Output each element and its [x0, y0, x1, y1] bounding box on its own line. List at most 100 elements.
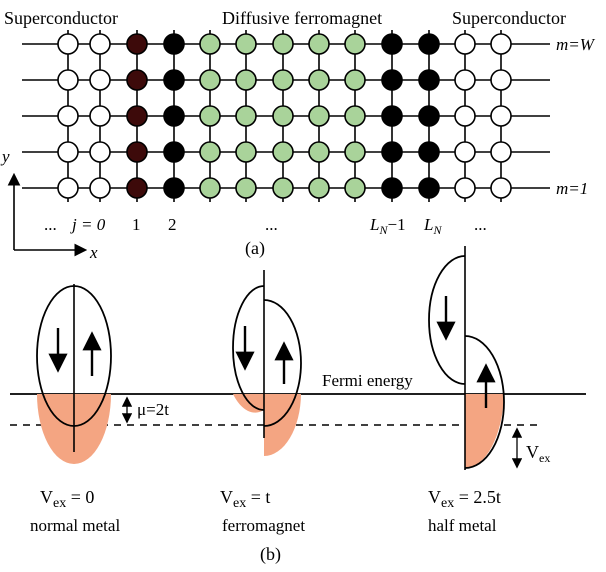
interface-site: [419, 34, 439, 54]
ferromagnet-site: [309, 34, 329, 54]
interface-site: [127, 106, 147, 126]
ferromagnet-site: [309, 142, 329, 162]
header-diffusive-ferromagnet: Diffusive ferromagnet: [222, 8, 382, 28]
x-axis-label: x: [89, 243, 98, 262]
ferromagnet-site: [200, 34, 220, 54]
superconductor-site: [455, 34, 475, 54]
mu-label: μ=2t: [137, 400, 169, 419]
interface-site: [382, 106, 402, 126]
superconductor-site: [58, 106, 78, 126]
caption-normal-metal: normal metal: [30, 516, 120, 535]
superconductor-site: [491, 106, 511, 126]
superconductor-site: [58, 70, 78, 90]
interface-site: [382, 142, 402, 162]
ferromagnet-site: [200, 106, 220, 126]
panel-label-b: (b): [260, 544, 281, 565]
column-labels: ... j = 0 1 2 ... LN−1 LN ...: [44, 215, 487, 237]
interface-site: [164, 70, 184, 90]
ferromagnet-site: [236, 106, 256, 126]
row-label-bottom: m=1: [556, 179, 588, 198]
band-normal-metal: [37, 284, 111, 464]
header-superconductor-right: Superconductor: [452, 8, 566, 28]
ferromagnet-site: [200, 142, 220, 162]
superconductor-site: [58, 178, 78, 198]
column-label-ln-minus-1: LN−1: [369, 215, 406, 237]
interface-site: [382, 178, 402, 198]
band-ferromagnet: [233, 270, 301, 456]
ferromagnet-site: [273, 142, 293, 162]
column-label-1: 1: [132, 215, 141, 234]
interface-site: [419, 178, 439, 198]
vex-label-normal-metal: Vex = 0: [40, 487, 94, 511]
ferromagnet-site: [309, 70, 329, 90]
column-label-2: 2: [168, 215, 177, 234]
superconductor-site: [90, 178, 110, 198]
ferromagnet-site: [345, 178, 365, 198]
superconductor-site: [90, 142, 110, 162]
band-half-metal: [429, 246, 504, 470]
column-label-right-dots: ...: [474, 215, 487, 234]
superconductor-site: [455, 70, 475, 90]
interface-site: [127, 142, 147, 162]
column-label-j0: j = 0: [70, 215, 106, 234]
ferromagnet-site: [273, 106, 293, 126]
ferromagnet-site: [236, 70, 256, 90]
column-label-ln: LN: [423, 215, 442, 237]
ferromagnet-site: [273, 70, 293, 90]
ferromagnet-site: [236, 178, 256, 198]
mu-annotation: μ=2t: [127, 399, 169, 421]
superconductor-site: [58, 142, 78, 162]
superconductor-site: [491, 142, 511, 162]
superconductor-site: [455, 178, 475, 198]
ferromagnet-site: [345, 142, 365, 162]
ferromagnet-site: [345, 34, 365, 54]
interface-site: [164, 178, 184, 198]
vex-label-half-metal: Vex = 2.5t: [428, 487, 501, 511]
ferromagnet-site: [236, 34, 256, 54]
filled-region-half-metal: [465, 394, 504, 468]
superconductor-site: [58, 34, 78, 54]
ferromagnet-site: [345, 106, 365, 126]
interface-site: [419, 70, 439, 90]
superconductor-site: [455, 106, 475, 126]
interface-site: [382, 70, 402, 90]
interface-site: [127, 34, 147, 54]
superconductor-site: [90, 70, 110, 90]
superconductor-site: [90, 34, 110, 54]
column-label-mid-dots: ...: [265, 215, 278, 234]
superconductor-site: [491, 178, 511, 198]
caption-half-metal: half metal: [428, 516, 497, 535]
band-lobe-minority-ferromagnet: [233, 286, 264, 410]
superconductor-site: [491, 34, 511, 54]
interface-site: [127, 70, 147, 90]
vex-annotation: Vex: [517, 430, 550, 466]
interface-site: [164, 34, 184, 54]
ferromagnet-site: [309, 178, 329, 198]
ferromagnet-site: [200, 70, 220, 90]
interface-site: [382, 34, 402, 54]
panel-label-a: (a): [245, 238, 265, 259]
superconductor-site: [491, 70, 511, 90]
ferromagnet-site: [345, 70, 365, 90]
ferromagnet-site: [200, 178, 220, 198]
interface-site: [419, 106, 439, 126]
row-label-top: m=W: [556, 35, 596, 54]
ferromagnet-site: [273, 178, 293, 198]
vex-side-label: Vex: [526, 442, 550, 465]
caption-ferromagnet: ferromagnet: [222, 516, 305, 535]
vex-label-ferromagnet: Vex = t: [220, 487, 270, 511]
interface-site: [164, 142, 184, 162]
superconductor-site: [90, 106, 110, 126]
interface-site: [419, 142, 439, 162]
column-label-left-dots: ...: [44, 215, 57, 234]
header-superconductor-left: Superconductor: [4, 8, 118, 28]
coordinate-axes: y x: [0, 147, 98, 262]
y-axis-label: y: [0, 147, 10, 166]
ferromagnet-site: [309, 106, 329, 126]
ferromagnet-site: [236, 142, 256, 162]
ferromagnet-site: [273, 34, 293, 54]
interface-site: [164, 106, 184, 126]
superconductor-site: [455, 142, 475, 162]
fermi-energy-label: Fermi energy: [322, 371, 413, 390]
